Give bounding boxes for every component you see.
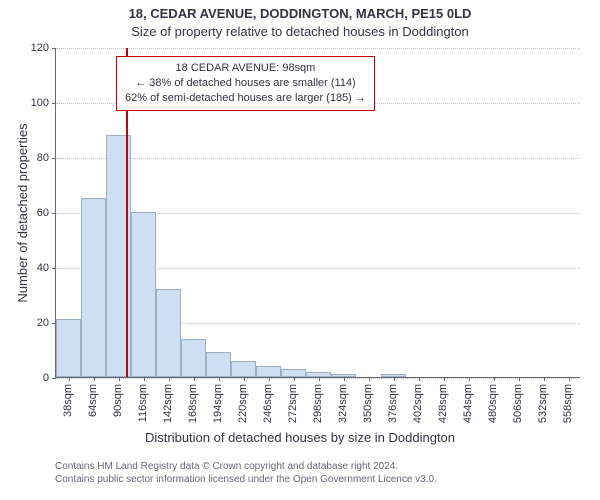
x-tick-label: 116sqm bbox=[137, 384, 149, 422]
histogram-bar bbox=[131, 212, 156, 377]
x-tick-label: 220sqm bbox=[237, 384, 249, 423]
y-tick-label: 0 bbox=[43, 372, 49, 384]
x-tick bbox=[169, 377, 170, 381]
histogram-bar bbox=[156, 289, 181, 377]
x-tick bbox=[194, 377, 195, 381]
x-tick-label: 532sqm bbox=[537, 384, 549, 423]
info-box-line: 18 CEDAR AVENUE: 98sqm bbox=[125, 61, 366, 76]
histogram-bar bbox=[306, 372, 331, 378]
x-tick bbox=[419, 377, 420, 381]
histogram-bar bbox=[56, 319, 81, 377]
x-tick bbox=[444, 377, 445, 381]
x-tick-label: 90sqm bbox=[112, 384, 124, 417]
x-tick-label: 480sqm bbox=[487, 384, 499, 423]
y-tick-label: 100 bbox=[31, 97, 49, 109]
histogram-bar bbox=[181, 339, 206, 378]
x-tick-label: 64sqm bbox=[87, 384, 99, 417]
x-tick bbox=[119, 377, 120, 381]
chart-subtitle: Size of property relative to detached ho… bbox=[0, 24, 600, 39]
x-tick-label: 246sqm bbox=[262, 384, 274, 423]
y-tick bbox=[52, 213, 56, 214]
y-tick bbox=[52, 378, 56, 379]
x-tick bbox=[369, 377, 370, 381]
x-tick bbox=[494, 377, 495, 381]
y-tick-label: 60 bbox=[37, 207, 49, 219]
x-tick-label: 272sqm bbox=[287, 384, 299, 423]
x-axis-label: Distribution of detached houses by size … bbox=[145, 430, 455, 445]
x-tick bbox=[219, 377, 220, 381]
chart-container: 18, CEDAR AVENUE, DODDINGTON, MARCH, PE1… bbox=[0, 0, 600, 500]
x-tick bbox=[569, 377, 570, 381]
histogram-bar bbox=[206, 352, 231, 377]
y-tick-label: 80 bbox=[37, 152, 49, 164]
info-box-line: 62% of semi-detached houses are larger (… bbox=[125, 91, 366, 106]
x-tick bbox=[519, 377, 520, 381]
y-tick bbox=[52, 158, 56, 159]
y-axis-label: Number of detached properties bbox=[15, 123, 30, 302]
histogram-bar bbox=[231, 361, 256, 378]
x-tick bbox=[544, 377, 545, 381]
histogram-bar bbox=[256, 366, 281, 377]
y-tick bbox=[52, 268, 56, 269]
x-tick bbox=[344, 377, 345, 381]
x-tick-label: 454sqm bbox=[462, 384, 474, 423]
info-box-line: ← 38% of detached houses are smaller (11… bbox=[125, 76, 366, 91]
y-tick bbox=[52, 103, 56, 104]
grid-line bbox=[56, 48, 580, 49]
y-tick bbox=[52, 48, 56, 49]
x-tick-label: 194sqm bbox=[212, 384, 224, 423]
histogram-bar bbox=[81, 198, 106, 377]
histogram-bar bbox=[281, 369, 306, 377]
x-tick-label: 506sqm bbox=[512, 384, 524, 423]
chart-title: 18, CEDAR AVENUE, DODDINGTON, MARCH, PE1… bbox=[0, 6, 600, 21]
x-tick-label: 558sqm bbox=[562, 384, 574, 423]
x-tick bbox=[294, 377, 295, 381]
x-tick bbox=[94, 377, 95, 381]
info-box: 18 CEDAR AVENUE: 98sqm← 38% of detached … bbox=[116, 56, 375, 111]
x-tick-label: 376sqm bbox=[387, 384, 399, 423]
x-tick bbox=[144, 377, 145, 381]
x-tick-label: 428sqm bbox=[437, 384, 449, 423]
x-tick bbox=[469, 377, 470, 381]
x-tick-label: 142sqm bbox=[162, 384, 174, 423]
x-tick bbox=[269, 377, 270, 381]
footer-text: Contains HM Land Registry data © Crown c… bbox=[55, 460, 437, 486]
x-tick bbox=[319, 377, 320, 381]
x-tick bbox=[244, 377, 245, 381]
y-tick-label: 40 bbox=[37, 262, 49, 274]
x-tick-label: 350sqm bbox=[362, 384, 374, 423]
plot-area: 18 CEDAR AVENUE: 98sqm← 38% of detached … bbox=[55, 48, 580, 378]
x-tick bbox=[394, 377, 395, 381]
x-tick-label: 402sqm bbox=[412, 384, 424, 423]
footer-line-2: Contains public sector information licen… bbox=[55, 473, 437, 486]
y-tick-label: 20 bbox=[37, 317, 49, 329]
x-tick bbox=[69, 377, 70, 381]
y-tick-label: 120 bbox=[31, 42, 49, 54]
x-tick-label: 168sqm bbox=[187, 384, 199, 423]
x-tick-label: 38sqm bbox=[62, 384, 74, 417]
x-tick-label: 298sqm bbox=[312, 384, 324, 423]
footer-line-1: Contains HM Land Registry data © Crown c… bbox=[55, 460, 437, 473]
x-tick-label: 324sqm bbox=[337, 384, 349, 423]
grid-line bbox=[56, 158, 580, 159]
histogram-bar bbox=[331, 374, 356, 377]
plot-region: 18 CEDAR AVENUE: 98sqm← 38% of detached … bbox=[55, 48, 580, 378]
histogram-bar bbox=[381, 374, 406, 377]
